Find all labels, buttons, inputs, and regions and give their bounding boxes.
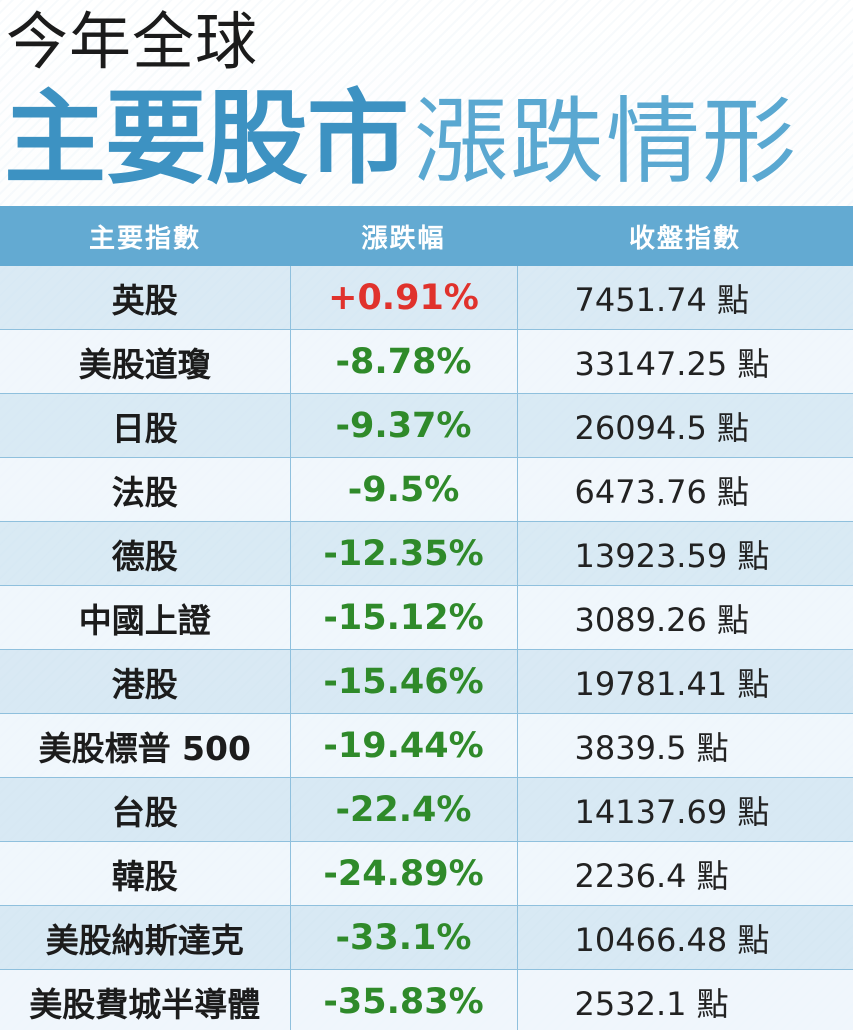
index-name-cell: 日股 (0, 393, 291, 458)
table-row: 法股 -9.5% 6473.76 點 (0, 457, 853, 522)
table-row: 美股費城半導體 -35.83% 2532.1 點 (0, 969, 853, 1030)
table-row: 日股 -9.37% 26094.5 點 (0, 393, 853, 458)
title-subtitle: 漲跌情形 (414, 88, 799, 197)
change-cell: -33.1% (290, 905, 518, 970)
close-cell: 3089.26 點 (517, 585, 853, 650)
close-cell: 19781.41 點 (517, 649, 853, 714)
title-line-2: 主要股市漲跌情形 (4, 80, 798, 200)
change-cell: -15.12% (290, 585, 518, 650)
change-cell: -9.5% (290, 457, 518, 522)
table-row: 中國上證 -15.12% 3089.26 點 (0, 585, 853, 650)
index-name-cell: 美股道瓊 (0, 329, 291, 394)
close-cell: 13923.59 點 (517, 521, 853, 586)
header-change: 漲跌幅 (290, 206, 517, 266)
title-line-1: 今年全球 (6, 5, 259, 78)
table-row: 美股道瓊 -8.78% 33147.25 點 (0, 329, 853, 394)
close-cell: 33147.25 點 (517, 329, 853, 394)
table-row: 港股 -15.46% 19781.41 點 (0, 649, 853, 714)
change-cell: -9.37% (290, 393, 518, 458)
header-index-name: 主要指數 (0, 206, 290, 266)
table-row: 英股 +0.91% 7451.74 點 (0, 266, 853, 330)
close-cell: 26094.5 點 (517, 393, 853, 458)
change-cell: +0.91% (290, 266, 518, 330)
close-cell: 2236.4 點 (517, 841, 853, 906)
index-name-cell: 法股 (0, 457, 291, 522)
index-name-cell: 港股 (0, 649, 291, 714)
header-close: 收盤指數 (517, 206, 853, 266)
change-cell: -19.44% (290, 713, 518, 778)
table-row: 台股 -22.4% 14137.69 點 (0, 777, 853, 842)
index-name-cell: 美股費城半導體 (0, 969, 291, 1030)
close-cell: 14137.69 點 (517, 777, 853, 842)
table-header: 主要指數 漲跌幅 收盤指數 (0, 206, 853, 266)
table-body: 英股 +0.91% 7451.74 點美股道瓊 -8.78% 33147.25 點日股 -… (0, 266, 853, 1030)
title-block: 今年全球 主要股市漲跌情形 (0, 0, 853, 206)
header-row: 主要指數 漲跌幅 收盤指數 (0, 206, 853, 266)
title-highlight: 主要股市 (4, 80, 409, 199)
change-cell: -8.78% (290, 329, 518, 394)
close-cell: 3839.5 點 (517, 713, 853, 778)
table-row: 美股標普 500 -19.44% 3839.5 點 (0, 713, 853, 778)
table-row: 德股 -12.35% 13923.59 點 (0, 521, 853, 586)
close-cell: 7451.74 點 (517, 266, 853, 330)
index-name-cell: 美股納斯達克 (0, 905, 291, 970)
index-name-cell: 美股標普 500 (0, 713, 291, 778)
stock-table-container: 主要指數 漲跌幅 收盤指數 英股 +0.91% 7451.74 點美股道瓊 -8.78… (0, 206, 853, 1030)
table-row: 美股納斯達克 -33.1% 10466.48 點 (0, 905, 853, 970)
change-cell: -24.89% (290, 841, 518, 906)
change-cell: -22.4% (290, 777, 518, 842)
close-cell: 6473.76 點 (517, 457, 853, 522)
stock-table: 主要指數 漲跌幅 收盤指數 英股 +0.91% 7451.74 點美股道瓊 -8.78… (0, 206, 853, 1030)
index-name-cell: 中國上證 (0, 585, 291, 650)
close-cell: 10466.48 點 (517, 905, 853, 970)
table-row: 韓股 -24.89% 2236.4 點 (0, 841, 853, 906)
close-cell: 2532.1 點 (517, 969, 853, 1030)
index-name-cell: 韓股 (0, 841, 291, 906)
change-cell: -12.35% (290, 521, 518, 586)
change-cell: -15.46% (290, 649, 518, 714)
index-name-cell: 德股 (0, 521, 291, 586)
index-name-cell: 台股 (0, 777, 291, 842)
index-name-cell: 英股 (0, 266, 291, 330)
change-cell: -35.83% (290, 969, 518, 1030)
